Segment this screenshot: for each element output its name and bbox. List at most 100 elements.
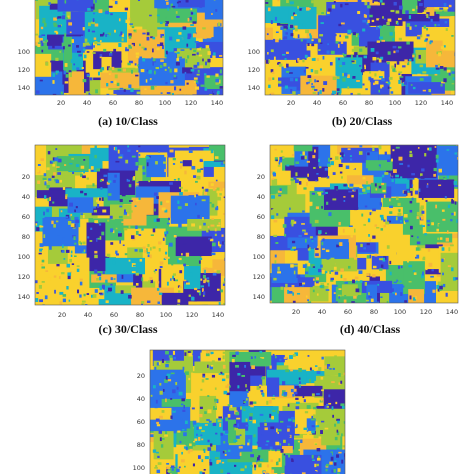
noise-pixel — [53, 172, 56, 176]
class-region — [109, 204, 132, 220]
class-region — [182, 67, 193, 74]
noise-pixel — [234, 427, 239, 431]
noise-pixel — [392, 291, 395, 294]
noise-pixel — [185, 0, 189, 3]
noise-pixel — [332, 172, 336, 175]
noise-pixel — [438, 184, 442, 187]
noise-pixel — [330, 25, 334, 28]
noise-pixel — [321, 389, 324, 392]
noise-pixel — [374, 80, 379, 85]
noise-pixel — [362, 19, 367, 23]
noise-pixel — [114, 0, 118, 5]
noise-pixel — [345, 0, 348, 2]
noise-pixel — [221, 461, 225, 464]
noise-pixel — [193, 175, 197, 178]
noise-pixel — [307, 432, 310, 436]
noise-pixel — [171, 93, 174, 95]
noise-pixel — [331, 371, 334, 374]
class-region — [370, 182, 387, 194]
noise-pixel — [299, 385, 301, 388]
x-tick-label: 140 — [212, 311, 224, 319]
noise-pixel — [106, 66, 110, 71]
noise-pixel — [202, 27, 206, 30]
noise-pixel — [328, 8, 332, 12]
noise-pixel — [311, 75, 315, 79]
noise-pixel — [368, 292, 370, 296]
noise-pixel — [382, 16, 384, 19]
noise-pixel — [312, 285, 316, 290]
noise-pixel — [135, 199, 139, 202]
class-region — [227, 419, 236, 444]
noise-pixel — [162, 36, 165, 38]
noise-pixel — [208, 350, 211, 354]
noise-pixel — [332, 414, 335, 418]
class-region — [366, 284, 378, 303]
noise-pixel — [195, 433, 198, 437]
noise-pixel — [199, 471, 203, 474]
noise-pixel — [41, 49, 44, 53]
noise-pixel — [391, 179, 394, 183]
noise-pixel — [408, 264, 413, 268]
noise-pixel — [421, 223, 426, 228]
noise-pixel — [328, 212, 332, 217]
noise-pixel — [311, 39, 314, 42]
noise-pixel — [279, 358, 282, 361]
class-region — [63, 36, 73, 73]
noise-pixel — [288, 454, 291, 458]
x-tick-label: 120 — [185, 99, 197, 107]
noise-pixel — [128, 259, 131, 262]
noise-pixel — [299, 161, 303, 164]
noise-pixel — [367, 19, 370, 24]
noise-pixel — [378, 76, 383, 78]
noise-pixel — [292, 425, 295, 428]
noise-pixel — [155, 418, 160, 422]
noise-pixel — [170, 398, 173, 400]
noise-pixel — [339, 156, 343, 160]
noise-pixel — [326, 50, 330, 54]
noise-pixel — [65, 249, 70, 253]
noise-pixel — [120, 290, 124, 294]
noise-pixel — [366, 22, 369, 25]
noise-pixel — [207, 395, 210, 397]
noise-pixel — [207, 447, 212, 451]
noise-pixel — [71, 263, 75, 266]
noise-pixel — [336, 244, 340, 248]
noise-pixel — [290, 1, 294, 5]
noise-pixel — [242, 388, 246, 392]
noise-pixel — [41, 42, 44, 47]
noise-pixel — [353, 188, 356, 192]
noise-pixel — [94, 145, 97, 149]
noise-pixel — [306, 160, 310, 163]
noise-pixel — [207, 282, 210, 287]
noise-pixel — [309, 367, 312, 371]
noise-pixel — [365, 299, 369, 302]
noise-pixel — [319, 68, 323, 71]
noise-pixel — [164, 234, 167, 237]
noise-pixel — [132, 264, 136, 267]
class-region — [265, 6, 294, 24]
noise-pixel — [199, 225, 202, 229]
noise-pixel — [52, 157, 56, 161]
noise-pixel — [202, 35, 207, 39]
noise-pixel — [452, 77, 455, 81]
noise-pixel — [423, 7, 427, 10]
noise-pixel — [173, 356, 176, 360]
noise-pixel — [217, 241, 220, 246]
noise-pixel — [39, 248, 43, 252]
noise-pixel — [220, 187, 223, 192]
noise-pixel — [250, 404, 254, 408]
noise-pixel — [177, 258, 180, 263]
noise-pixel — [288, 291, 293, 294]
class-region — [174, 150, 214, 162]
noise-pixel — [283, 439, 286, 443]
noise-pixel — [83, 170, 85, 174]
noise-pixel — [387, 81, 391, 85]
noise-pixel — [441, 258, 444, 263]
noise-pixel — [395, 10, 400, 14]
noise-pixel — [310, 261, 313, 266]
noise-pixel — [92, 18, 95, 23]
noise-pixel — [159, 303, 162, 305]
class-region — [47, 243, 68, 264]
noise-pixel — [141, 277, 144, 282]
noise-pixel — [260, 389, 264, 393]
